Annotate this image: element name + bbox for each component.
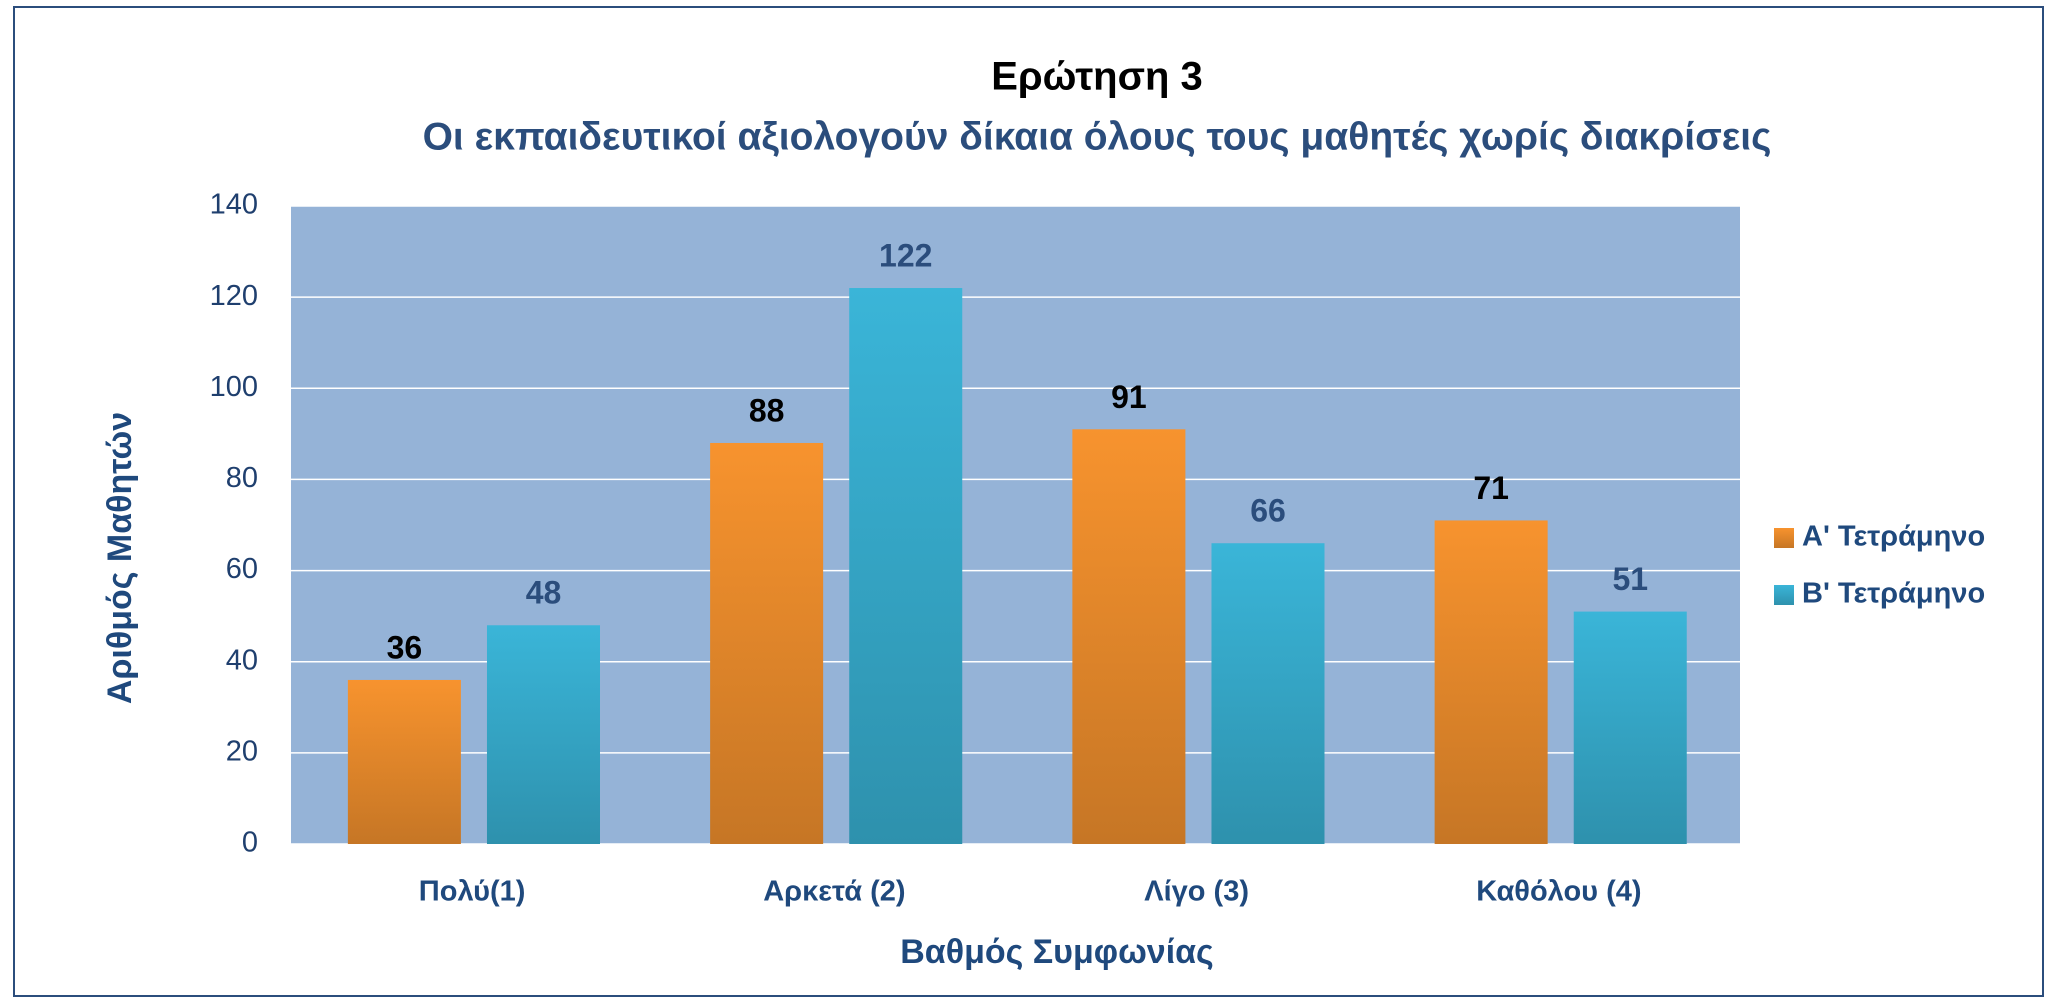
chart-title: Ερώτηση 3 <box>991 55 1203 99</box>
data-label: 48 <box>526 575 562 611</box>
y-tick-label: 80 <box>226 462 258 494</box>
y-tick-label: 40 <box>226 644 258 676</box>
bar <box>486 625 600 844</box>
y-tick-label: 0 <box>242 827 258 859</box>
data-label: 122 <box>879 237 932 273</box>
data-label: 71 <box>1473 470 1509 506</box>
legend-swatch <box>1774 585 1794 605</box>
bar <box>1434 520 1548 844</box>
y-tick-label: 100 <box>210 371 258 403</box>
bar <box>1211 543 1325 844</box>
y-axis-title: Αριθμός Μαθητών <box>101 412 139 704</box>
x-axis-title: Βαθμός Συμφωνίας <box>900 933 1214 971</box>
data-label: 66 <box>1250 493 1286 529</box>
y-tick-label: 120 <box>210 280 258 312</box>
data-label: 51 <box>1612 561 1648 597</box>
y-tick-label: 20 <box>226 736 258 768</box>
y-tick-label: 60 <box>226 553 258 585</box>
data-label: 91 <box>1111 379 1147 415</box>
bar <box>347 679 461 844</box>
legend-swatch <box>1774 528 1794 548</box>
legend-label: Β' Τετράμηνο <box>1802 578 1985 610</box>
chart-subtitle: Οι εκπαιδευτικοί αξιολογούν δίκαια όλους… <box>423 115 1772 158</box>
legend-label: Α' Τετράμηνο <box>1802 521 1985 553</box>
bar <box>849 288 963 844</box>
x-tick-label: Καθόλου (4) <box>1476 876 1641 908</box>
x-tick-label: Λίγο (3) <box>1144 876 1249 908</box>
bar <box>1072 429 1186 844</box>
x-tick-label: Πολύ(1) <box>419 876 526 908</box>
y-tick-label: 140 <box>210 189 258 221</box>
data-label: 36 <box>387 629 423 665</box>
bar <box>710 442 824 844</box>
x-tick-label: Αρκετά (2) <box>763 876 905 908</box>
data-label: 88 <box>749 392 785 428</box>
bar <box>1573 611 1687 844</box>
